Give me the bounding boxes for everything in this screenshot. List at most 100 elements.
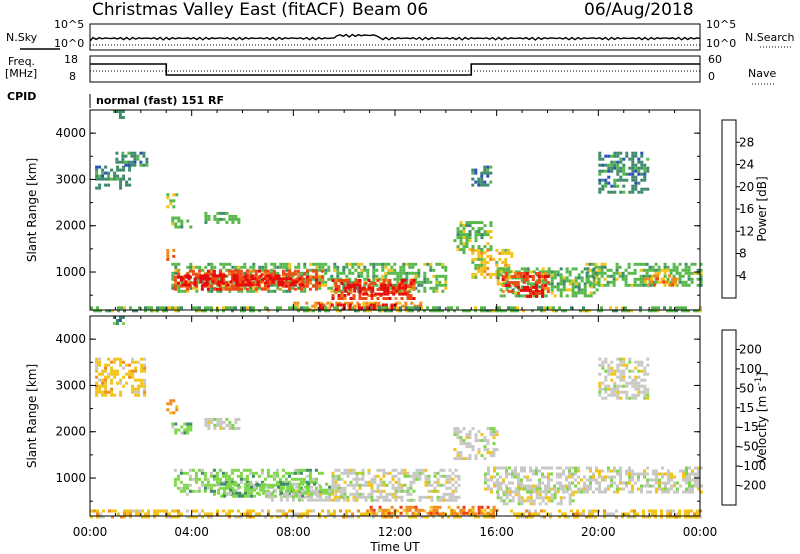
velocity-cell — [140, 378, 144, 382]
power-cell — [583, 285, 587, 289]
velocity-cell — [598, 363, 602, 367]
power-cell — [176, 269, 180, 273]
power-cell — [537, 272, 541, 275]
velocity-cell — [622, 369, 626, 373]
velocity-cell — [282, 509, 285, 513]
power-cell — [111, 309, 114, 313]
power-cell — [435, 309, 438, 313]
power-cell — [417, 280, 421, 284]
power-cell — [296, 269, 300, 273]
power-cell — [296, 301, 300, 305]
power-cell — [564, 309, 567, 313]
velocity-cell — [654, 515, 657, 519]
velocity-cell — [343, 489, 347, 493]
velocity-cell — [531, 512, 534, 516]
power-cell — [501, 260, 505, 264]
power-cell — [267, 289, 271, 293]
power-cell — [654, 271, 658, 275]
power-cell — [289, 277, 293, 281]
power-cell — [639, 283, 643, 287]
velocity-cell — [263, 477, 267, 481]
power-cell — [166, 193, 170, 197]
velocity-cell — [604, 384, 608, 388]
power-cell — [631, 190, 635, 194]
power-cell — [266, 272, 270, 276]
velocity-cell — [223, 491, 227, 495]
velocity-cell — [474, 512, 477, 516]
power-cell — [529, 294, 532, 298]
velocity-cell — [189, 425, 193, 429]
velocity-cell — [538, 502, 542, 506]
velocity-cell — [685, 478, 688, 482]
velocity-cell — [511, 472, 514, 476]
power-cell — [480, 309, 483, 313]
velocity-cell — [352, 468, 356, 472]
velocity-cell — [535, 469, 538, 473]
power-cell — [213, 217, 217, 221]
power-cell — [252, 306, 255, 310]
velocity-cell — [322, 491, 326, 495]
velocity-cell — [131, 384, 135, 388]
power-cell — [520, 288, 523, 292]
power-cell — [502, 267, 506, 271]
power-cell — [213, 214, 217, 218]
power-cell — [553, 285, 557, 289]
velocity-cell — [634, 378, 638, 382]
power-cell — [622, 166, 626, 170]
power-cell — [613, 190, 617, 194]
power-cell — [186, 219, 190, 223]
velocity-cell — [471, 445, 475, 449]
power-cell — [598, 169, 602, 173]
velocity-cell — [631, 381, 635, 385]
power-cell — [173, 284, 177, 288]
velocity-cell — [529, 484, 532, 488]
power-cell — [640, 151, 644, 155]
velocity-cell — [423, 509, 426, 513]
power-cell — [199, 280, 203, 284]
velocity-cell — [673, 484, 676, 488]
velocity-cell — [519, 515, 522, 519]
power-cell — [534, 272, 538, 275]
power-cell — [118, 116, 122, 119]
velocity-cell — [613, 384, 617, 388]
velocity-cell — [621, 512, 624, 516]
velocity-cell — [477, 515, 480, 519]
power-cell — [520, 279, 524, 283]
velocity-cell — [682, 475, 685, 479]
power-cell — [314, 287, 318, 291]
power-cell — [337, 294, 341, 297]
velocity-cell — [212, 474, 216, 478]
power-cell — [580, 279, 584, 283]
velocity-cell — [406, 474, 410, 478]
power-cell — [247, 280, 251, 284]
velocity-cell — [622, 384, 626, 388]
power-cell — [282, 265, 286, 269]
power-cell — [637, 169, 641, 173]
power-cell — [577, 273, 581, 277]
power-colorbar-label: 8 — [739, 247, 747, 261]
velocity-cell — [462, 511, 466, 515]
velocity-cell — [553, 496, 557, 500]
power-cell — [678, 271, 682, 275]
power-cell — [331, 294, 335, 297]
velocity-cell — [125, 372, 129, 376]
velocity-cell — [688, 487, 691, 491]
power-cell — [194, 272, 198, 276]
power-cell — [210, 265, 214, 269]
velocity-cell — [115, 319, 119, 322]
power-cell — [385, 297, 389, 300]
velocity-cell — [607, 466, 610, 470]
velocity-cell — [505, 469, 508, 473]
power-cell — [273, 265, 277, 269]
velocity-cell — [520, 499, 524, 503]
velocity-cell — [284, 471, 288, 475]
power-cell — [633, 271, 637, 275]
velocity-cell — [391, 492, 395, 496]
velocity-cell — [688, 472, 691, 476]
velocity-cell — [643, 393, 647, 397]
velocity-cell — [182, 486, 186, 490]
velocity-cell — [98, 390, 102, 394]
power-cell — [133, 157, 137, 161]
velocity-cell — [143, 366, 147, 370]
